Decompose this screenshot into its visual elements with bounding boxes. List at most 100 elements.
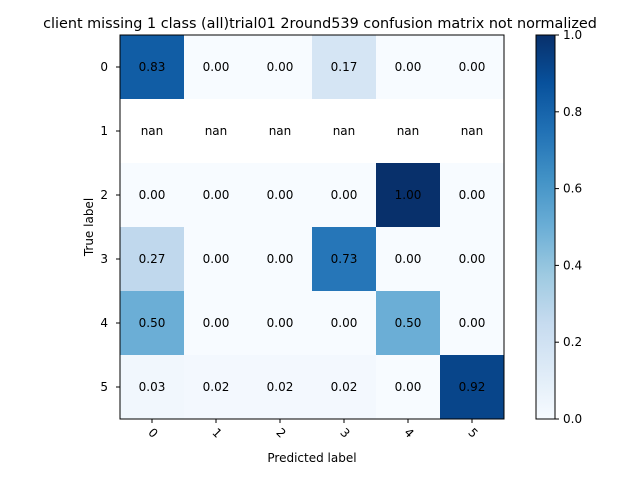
heatmap-cell-r5-c4 [376,355,440,419]
cell-value-label-r4-c1: 0.00 [203,316,230,330]
cell-value-label-r5-c1: 0.02 [203,380,230,394]
cell-value-label-r5-c0: 0.03 [139,380,166,394]
colorbar-tick-label-0.6: 0.6 [563,182,582,196]
y-tick-label-1: 1 [100,124,108,138]
cell-value-label-r2-c4: 1.00 [395,188,422,202]
cell-value-label-r5-c5: 0.92 [459,380,486,394]
x-tick-label-4: 4 [401,425,416,440]
colorbar-tick-label-0.4: 0.4 [563,258,582,272]
cell-value-label-r2-c1: 0.00 [203,188,230,202]
heatmap-cell-r0-c4 [376,35,440,99]
heatmap-cell-r5-c0 [120,355,184,419]
cell-value-label-r3-c3: 0.73 [331,252,358,266]
chart-title: client missing 1 class (all)trial01 2rou… [43,16,597,32]
cell-value-label-r0-c5: 0.00 [459,60,486,74]
cell-value-label-r4-c5: 0.00 [459,316,486,330]
heatmap-cell-r1-c2 [248,99,312,163]
heatmap-cell-r0-c5 [440,35,504,99]
y-tick-label-3: 3 [100,252,108,266]
heatmap-cell-r3-c5 [440,227,504,291]
cell-value-label-r3-c4: 0.00 [395,252,422,266]
cell-value-label-r3-c5: 0.00 [459,252,486,266]
cell-value-label-r2-c2: 0.00 [267,188,294,202]
colorbar-ticks: 0.0 0.2 0.4 0.6 0.8 1.0 [555,28,582,426]
cell-value-label-r5-c3: 0.02 [331,380,358,394]
heatmap-cell-r3-c1 [184,227,248,291]
cell-value-label-r4-c4: 0.50 [395,316,422,330]
heatmap-cell-r2-c1 [184,163,248,227]
heatmap-cell-r5-c3 [312,355,376,419]
cell-value-label-r2-c5: 0.00 [459,188,486,202]
cell-value-label-r3-c2: 0.00 [267,252,294,266]
y-tick-label-0: 0 [100,60,108,74]
cell-value-label-r1-c2: nan [269,124,292,138]
cell-value-label-r0-c4: 0.00 [395,60,422,74]
x-axis-ticks: 0 1 2 3 4 5 [145,419,481,441]
cell-value-label-r1-c5: nan [461,124,484,138]
heatmap-cell-r2-c4 [376,163,440,227]
x-axis-label: Predicted label [267,451,356,465]
heatmap-cell-r4-c3 [312,291,376,355]
colorbar [535,34,556,420]
cell-value-label-r3-c1: 0.00 [203,252,230,266]
heatmap-cell-r3-c3 [312,227,376,291]
x-tick-label-0: 0 [145,425,160,440]
heatmap-cell-r1-c4 [376,99,440,163]
heatmap-cell-r4-c0 [120,291,184,355]
cell-value-label-r1-c1: nan [205,124,228,138]
heatmap-cell-labels: 0.83 0.00 0.00 0.17 0.00 0.00 nan nan nan nan nan n… [139,60,486,394]
heatmap-cell-r1-c3 [312,99,376,163]
cell-value-label-r4-c0: 0.50 [139,316,166,330]
heatmap-cells [120,35,504,419]
colorbar-tick-label-1.0: 1.0 [563,28,582,42]
heatmap-cell-r4-c5 [440,291,504,355]
x-tick-label-1: 1 [209,425,224,440]
heatmap-cell-r4-c1 [184,291,248,355]
cell-value-label-r0-c1: 0.00 [203,60,230,74]
cell-value-label-r1-c0: nan [141,124,164,138]
heatmap-cell-r1-c5 [440,99,504,163]
y-axis-label: True label [82,198,96,257]
y-tick-label-4: 4 [100,316,108,330]
heatmap-cell-r3-c4 [376,227,440,291]
x-tick-label-3: 3 [337,425,352,440]
heatmap-cell-r1-c1 [184,99,248,163]
heatmap-cell-r3-c2 [248,227,312,291]
heatmap-cell-r0-c1 [184,35,248,99]
colorbar-tick-label-0.2: 0.2 [563,335,582,349]
heatmap-cell-r1-c0 [120,99,184,163]
cell-value-label-r2-c3: 0.00 [331,188,358,202]
y-tick-label-5: 5 [100,380,108,394]
heatmap-cell-r2-c2 [248,163,312,227]
cell-value-label-r0-c2: 0.00 [267,60,294,74]
heatmap-cell-r5-c5 [440,355,504,419]
cell-value-label-r3-c0: 0.27 [139,252,166,266]
y-axis-ticks: 0 1 2 3 4 5 [100,60,120,394]
colorbar-tick-label-0.8: 0.8 [563,105,582,119]
heatmap-cell-r3-c0 [120,227,184,291]
heatmap-cell-r4-c4 [376,291,440,355]
heatmap-cell-r4-c2 [248,291,312,355]
cell-value-label-r0-c3: 0.17 [331,60,358,74]
cell-value-label-r1-c3: nan [333,124,356,138]
heatmap-cell-r0-c3 [312,35,376,99]
cell-value-label-r0-c0: 0.83 [139,60,166,74]
y-tick-label-2: 2 [100,188,108,202]
heatmap-cell-r2-c0 [120,163,184,227]
x-tick-label-5: 5 [465,425,480,440]
cell-value-label-r5-c2: 0.02 [267,380,294,394]
heatmap-cell-r2-c5 [440,163,504,227]
plot-frame [119,34,505,420]
heatmap-cell-r5-c1 [184,355,248,419]
heatmap-cell-r0-c0 [120,35,184,99]
heatmap-cell-r0-c2 [248,35,312,99]
cell-value-label-r2-c0: 0.00 [139,188,166,202]
cell-value-label-r1-c4: nan [397,124,420,138]
heatmap-cell-r5-c2 [248,355,312,419]
cell-value-label-r5-c4: 0.00 [395,380,422,394]
cell-value-label-r4-c3: 0.00 [331,316,358,330]
cell-value-label-r4-c2: 0.00 [267,316,294,330]
x-tick-label-2: 2 [273,425,288,440]
